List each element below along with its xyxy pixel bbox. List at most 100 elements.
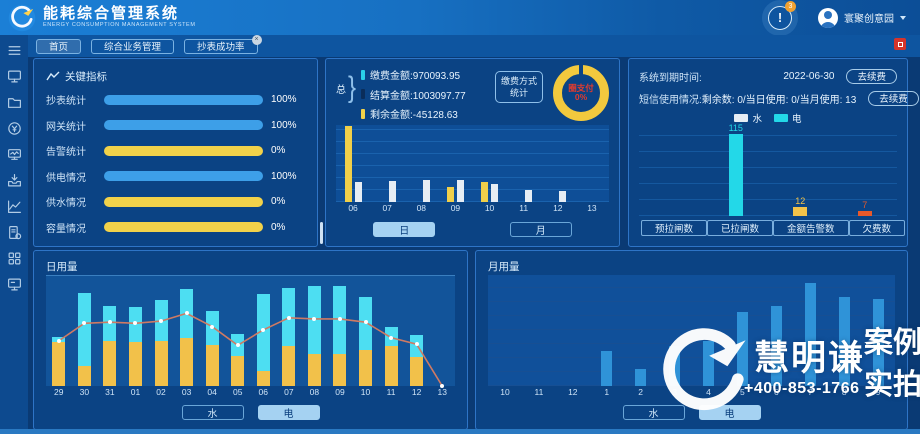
- terminal-icon[interactable]: [7, 277, 22, 292]
- bar-group: 7: [833, 127, 898, 216]
- tab-首页[interactable]: 首页: [36, 38, 82, 54]
- monthly-water-button[interactable]: 水: [622, 404, 685, 420]
- stacked-bar: [77, 276, 91, 386]
- notification-button[interactable]: ! 3: [768, 0, 796, 30]
- bar: [525, 189, 533, 202]
- stat-bullet-icon: [361, 69, 366, 80]
- x-tick-label: 2: [638, 387, 644, 397]
- button-预拉闸数[interactable]: 预拉闸数: [641, 220, 708, 236]
- daily-electric-button[interactable]: 电: [257, 404, 320, 420]
- line-marker: [414, 342, 419, 347]
- bar-group: [378, 276, 404, 386]
- renew-button[interactable]: 去续费: [846, 68, 897, 84]
- sms-label: 短信使用情况:: [639, 94, 702, 106]
- bar-segment: [410, 357, 424, 386]
- alert-icon: !: [768, 5, 792, 30]
- x-tick-label: 1: [604, 387, 610, 397]
- bar: [804, 283, 816, 386]
- tabs-container: 首页 综合业务管理 抄表成功率 ×: [36, 34, 262, 54]
- x-tick-label: 09: [450, 203, 461, 213]
- tab-综合业务管理[interactable]: 综合业务管理: [91, 38, 175, 54]
- button-欠费数[interactable]: 欠费数: [848, 220, 906, 236]
- legend-label: 水: [752, 114, 762, 125]
- x-tick-label: 12: [568, 387, 578, 397]
- monitor-icon[interactable]: [7, 69, 22, 84]
- bar-value-label: 12: [795, 196, 806, 207]
- x-tick-label: 07: [382, 203, 392, 213]
- kpi-progress-bar: [104, 171, 263, 182]
- screen-wave-icon[interactable]: [7, 147, 22, 162]
- bar-segment: [231, 356, 245, 386]
- payment-stat: 缴费金额:970093.95: [361, 67, 466, 82]
- period-month-button[interactable]: 月: [509, 221, 572, 237]
- bar: [635, 369, 647, 386]
- x-tick-label: 5: [740, 387, 745, 397]
- user-menu[interactable]: 寰聚创意园: [818, 7, 906, 28]
- bar-value-label: 115: [728, 123, 743, 134]
- bar: [728, 134, 743, 216]
- period-toggle: 日 月: [336, 218, 609, 240]
- bar: [491, 183, 499, 202]
- horizontal-scrollbar[interactable]: [0, 429, 920, 434]
- line-marker: [56, 338, 61, 343]
- line-marker: [440, 384, 445, 388]
- key-indicators-panel: 关键指标 抄表统计 100% 网关统计 100% 告警统计 0% 供电情况 100% 供水情况 0…: [33, 58, 318, 247]
- bar-group: [624, 275, 658, 386]
- monthly-usage-chart: 10 11 12 1 2 3 4 5 6 7 8 9: [488, 275, 895, 399]
- kpi-label: 网关统计: [46, 121, 86, 133]
- bar-group: [658, 275, 692, 386]
- bar-group: [827, 275, 861, 386]
- bar-group: [861, 275, 895, 386]
- menu-icon[interactable]: [7, 43, 22, 58]
- bar: [481, 181, 489, 202]
- x-tick-label: 12: [553, 203, 563, 213]
- line-chart-icon[interactable]: [7, 199, 22, 214]
- x-tick-label: 05: [232, 387, 243, 397]
- payment-summary: 总 } 缴费金额:970093.95 结算金额:1003097.77 剩余金额:-4…: [336, 64, 609, 125]
- line-marker: [363, 320, 368, 325]
- kpi-row: 网关统计 100%: [46, 118, 305, 133]
- bar-group: [488, 275, 522, 386]
- sms-renew-button[interactable]: 去续费: [868, 90, 919, 106]
- inbox-download-icon[interactable]: [7, 173, 22, 188]
- bar-segment: [154, 340, 168, 386]
- money-refresh-icon[interactable]: [7, 121, 22, 136]
- kpi-rows: 抄表统计 100% 网关统计 100% 告警统计 0% 供电情况 100% 供水情况 0% 容量情况…: [46, 87, 305, 240]
- x-tick-label: 3: [672, 387, 677, 397]
- bar-segment: [282, 346, 296, 386]
- kpi-row: 容量情况 0%: [46, 220, 305, 235]
- bar-group: [370, 125, 404, 202]
- daily-usage-title: 日用量: [46, 260, 78, 273]
- scrollbar-thumb[interactable]: [320, 222, 323, 244]
- stacked-bar: [410, 276, 424, 386]
- x-tick-label: 11: [386, 387, 396, 397]
- x-tick-label: 10: [500, 387, 510, 397]
- close-red-button[interactable]: [894, 38, 906, 50]
- alarm-chart-plot: 115 12 7: [639, 123, 898, 216]
- notification-badge: 3: [785, 0, 796, 12]
- bar-group: [404, 125, 438, 202]
- x-tick-label: 08: [416, 203, 427, 213]
- x-tick-label: 03: [181, 387, 192, 397]
- kpi-label: 供电情况: [46, 172, 86, 184]
- grid-icon[interactable]: [7, 251, 22, 266]
- x-tick-label: 13: [587, 203, 597, 213]
- bar: [702, 340, 714, 386]
- bar: [857, 211, 872, 216]
- bar: [354, 181, 362, 202]
- document-gear-icon[interactable]: [7, 225, 22, 240]
- payment-method-label: 缴费方式统计: [495, 71, 543, 104]
- button-金额告警数[interactable]: 金额告警数: [773, 220, 849, 236]
- bar-segment: [307, 354, 321, 386]
- tab-close-icon[interactable]: ×: [251, 34, 262, 45]
- avatar: [818, 7, 838, 28]
- monthly-electric-button[interactable]: 电: [698, 404, 761, 420]
- monthly-usage-panel: 月用量 10 11 12 1 2 3 4 5 6 7 8 9 水 电: [475, 250, 908, 430]
- folder-icon[interactable]: [7, 95, 22, 110]
- bar-group: [541, 125, 575, 202]
- period-day-button[interactable]: 日: [373, 221, 436, 237]
- button-已拉闸数[interactable]: 已拉闸数: [707, 220, 774, 236]
- tab-抄表成功率[interactable]: 抄表成功率 ×: [184, 34, 262, 54]
- line-marker: [133, 321, 138, 326]
- daily-water-button[interactable]: 水: [181, 404, 244, 420]
